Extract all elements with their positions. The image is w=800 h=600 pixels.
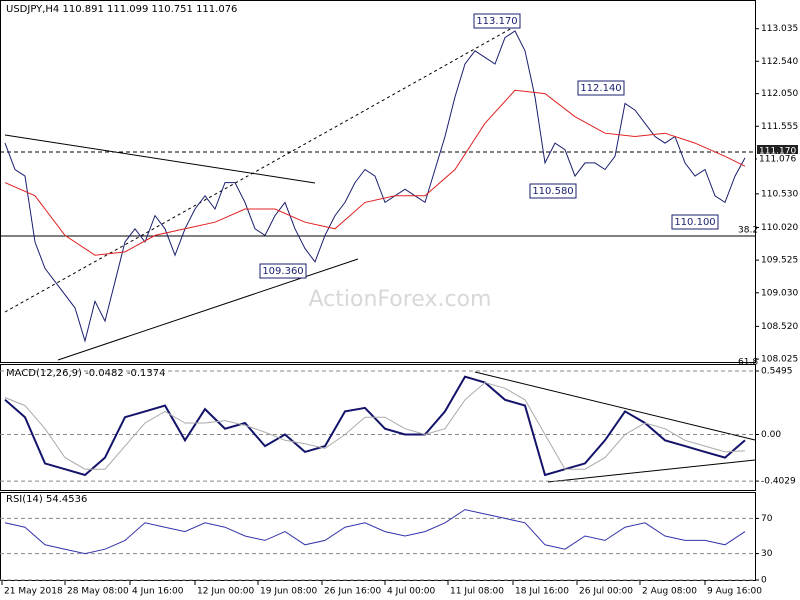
rsi-title: RSI(14) 54.4536	[6, 494, 87, 505]
annotation: 61.8	[738, 358, 758, 368]
series-line	[4, 381, 746, 470]
channel-line	[4, 27, 513, 313]
price-tag	[757, 154, 798, 165]
price-panel	[0, 0, 756, 363]
annotation: 110.100	[674, 217, 715, 228]
y-tick-label: 110.020	[761, 223, 798, 233]
series-line	[4, 89, 746, 256]
x-tick-label: 9 Aug 16:00	[707, 587, 762, 597]
y-tick-label: -0.4029	[761, 477, 796, 487]
watermark: ActionForex.com	[309, 287, 492, 312]
x-tick-label: 26 Jul 00:00	[579, 587, 633, 597]
series-line	[4, 375, 746, 477]
annotation-box	[473, 13, 521, 29]
y-tick-label: 111.555	[761, 122, 798, 132]
x-tick-label: 4 Jul 00:00	[387, 587, 436, 597]
x-tick-label: 18 Jul 16:00	[515, 587, 569, 597]
x-tick-label: 26 Jun 16:00	[324, 587, 381, 597]
y-tick-label: 108.520	[761, 322, 798, 332]
macd-trendline	[547, 459, 756, 483]
x-tick-label: 28 May 08:00	[67, 587, 129, 597]
x-tick-label: 21 May 2018	[4, 587, 63, 597]
trendline	[57, 258, 359, 361]
annotation: 109.360	[262, 266, 303, 277]
y-tick-label: 70	[761, 514, 773, 524]
annotation: 113.170	[476, 16, 517, 27]
y-tick-label: 109.030	[761, 288, 798, 298]
x-tick-label: 2 Aug 08:00	[642, 587, 697, 597]
x-tick-label: 19 Jun 08:00	[260, 587, 317, 597]
y-tick-label: 108.025	[761, 355, 798, 365]
y-tick-label: 109.525	[761, 256, 798, 266]
y-tick-label: 30	[761, 549, 773, 559]
annotation: 111.076	[759, 155, 796, 165]
annotation: 110.580	[532, 186, 573, 197]
annotation: 38.2	[738, 226, 758, 236]
annotation-box	[671, 214, 719, 230]
x-tick-label: 12 Jun 00:00	[197, 587, 254, 597]
trendline	[4, 134, 316, 184]
annotation: 112.140	[580, 83, 621, 94]
y-tick-label: 110.530	[761, 189, 798, 199]
series-line	[4, 509, 746, 555]
macd-trendline	[474, 371, 756, 441]
annotation-box	[529, 183, 577, 199]
y-tick-label: 0.00	[761, 430, 781, 440]
y-tick-label: 113.035	[761, 24, 798, 34]
macd-title: MACD(12,26,9) -0.0482 -0.1374	[6, 368, 166, 379]
x-tick-label: 11 Jul 08:00	[450, 587, 504, 597]
y-tick-label: 0	[761, 576, 767, 586]
macd-panel	[0, 364, 756, 491]
annotation-box	[577, 80, 625, 96]
y-tick-label: 0.5495	[761, 366, 793, 376]
annotation: 111.170	[759, 147, 796, 157]
y-tick-label: 112.540	[761, 57, 798, 67]
series-line	[4, 30, 746, 343]
y-tick-label: 112.050	[761, 89, 798, 99]
x-tick-label: 4 Jun 16:00	[132, 587, 184, 597]
annotation-box	[259, 263, 307, 279]
chart-title: USDJPY,H4 110.891 111.099 110.751 111.07…	[6, 4, 237, 15]
